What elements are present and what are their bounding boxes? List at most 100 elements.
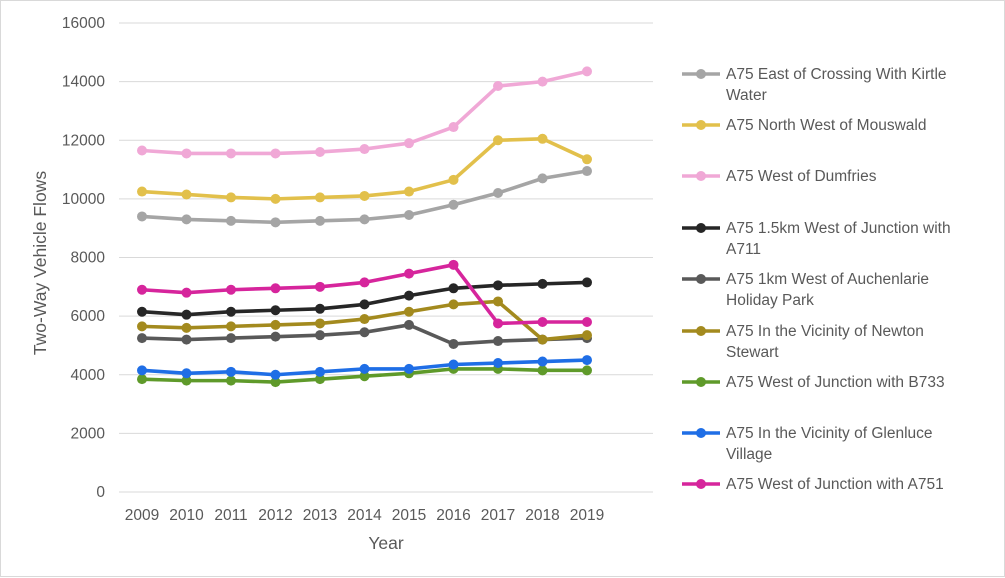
- data-point: [582, 277, 592, 288]
- data-point: [582, 154, 592, 165]
- legend-item: A75 East of Crossing With Kirtle Water: [682, 66, 947, 104]
- data-point: [137, 186, 147, 197]
- legend-label: Water: [726, 87, 767, 104]
- data-point: [181, 334, 192, 345]
- x-tick-label: 2019: [570, 507, 604, 524]
- data-point: [448, 338, 459, 349]
- data-point: [226, 333, 236, 344]
- legend-marker: [696, 223, 706, 233]
- data-point: [493, 336, 503, 347]
- data-point: [226, 375, 236, 386]
- data-point: [226, 192, 236, 203]
- data-point: [181, 287, 192, 298]
- legend: A75 East of Crossing With KirtleWaterA75…: [682, 66, 951, 493]
- data-point: [181, 189, 192, 200]
- legend-marker: [696, 479, 706, 489]
- legend-label: A711: [726, 241, 761, 258]
- data-point: [493, 188, 503, 199]
- data-point: [359, 277, 370, 288]
- data-point: [181, 322, 192, 333]
- x-tick-label: 2013: [303, 507, 337, 524]
- legend-marker: [696, 120, 706, 130]
- legend-label: Holiday Park: [726, 292, 814, 309]
- legend-label: A75 In the Vicinity of Newton: [726, 323, 924, 340]
- data-point: [315, 281, 325, 292]
- legend-marker: [696, 69, 706, 79]
- data-point: [270, 283, 281, 294]
- legend-label: Village: [726, 446, 772, 463]
- data-point: [404, 138, 414, 149]
- y-tick-label: 14000: [62, 74, 105, 91]
- data-point: [493, 296, 503, 307]
- data-point: [537, 133, 548, 144]
- legend-label: Stewart: [726, 344, 779, 361]
- data-point: [226, 366, 236, 377]
- x-tick-label: 2010: [169, 507, 204, 524]
- data-point: [137, 306, 147, 317]
- data-point: [181, 368, 192, 379]
- data-point: [315, 192, 325, 203]
- legend-item: A75 1.5km West of Junction with A711: [682, 220, 951, 258]
- legend-label: A75 East of Crossing With Kirtle: [726, 66, 947, 83]
- legend-item: A75 1km West of Auchenlarie Holiday Park: [682, 271, 929, 309]
- y-tick-label: 16000: [62, 15, 105, 32]
- data-point: [537, 173, 548, 184]
- data-point: [448, 259, 459, 270]
- legend-marker: [696, 428, 706, 438]
- data-point: [493, 135, 503, 146]
- data-point: [448, 283, 459, 294]
- legend-label: A75 North West of Mouswald: [726, 117, 926, 134]
- data-point: [315, 366, 325, 377]
- legend-item: A75 West of Dumfries: [682, 168, 877, 185]
- data-point: [448, 359, 459, 370]
- series-1: [137, 133, 592, 204]
- legend-item: A75 West of Junction with B733: [682, 374, 945, 391]
- data-point: [404, 268, 414, 279]
- y-tick-label: 2000: [71, 425, 106, 442]
- data-point: [493, 280, 503, 291]
- data-point: [359, 363, 370, 374]
- data-point: [226, 148, 236, 159]
- data-point: [582, 66, 592, 77]
- data-point: [315, 374, 325, 385]
- data-point: [315, 303, 325, 314]
- data-point: [537, 316, 548, 327]
- data-point: [359, 144, 370, 155]
- data-point: [537, 365, 548, 376]
- data-point: [315, 318, 325, 329]
- x-axis-title: Year: [368, 533, 404, 553]
- x-tick-label: 2016: [436, 507, 470, 524]
- data-point: [582, 355, 592, 366]
- series-2: [137, 66, 592, 159]
- series-5: [137, 296, 592, 345]
- data-point: [137, 211, 147, 222]
- data-point: [270, 193, 281, 204]
- x-tick-label: 2011: [214, 507, 247, 524]
- x-tick-label: 2014: [347, 507, 382, 524]
- data-point: [448, 174, 459, 185]
- y-tick-label: 10000: [62, 191, 105, 208]
- y-axis-title: Two-Way Vehicle Flows: [30, 171, 50, 355]
- data-point: [270, 148, 281, 159]
- y-tick-label: 8000: [71, 250, 106, 267]
- y-tick-label: 6000: [71, 308, 106, 325]
- data-point: [404, 186, 414, 197]
- legend-label: A75 1km West of Auchenlarie: [726, 271, 929, 288]
- data-point: [448, 299, 459, 310]
- legend-label: A75 West of Junction with A751: [726, 476, 944, 493]
- data-series: [137, 66, 592, 388]
- data-point: [582, 330, 592, 341]
- series-0: [137, 166, 592, 228]
- data-point: [137, 333, 147, 344]
- data-point: [226, 306, 236, 317]
- data-point: [404, 209, 414, 220]
- data-point: [226, 215, 236, 226]
- x-tick-label: 2017: [481, 507, 515, 524]
- series-3: [137, 277, 592, 320]
- data-point: [315, 330, 325, 341]
- data-point: [137, 374, 147, 385]
- data-point: [137, 284, 147, 295]
- data-point: [404, 363, 414, 374]
- data-point: [226, 284, 236, 295]
